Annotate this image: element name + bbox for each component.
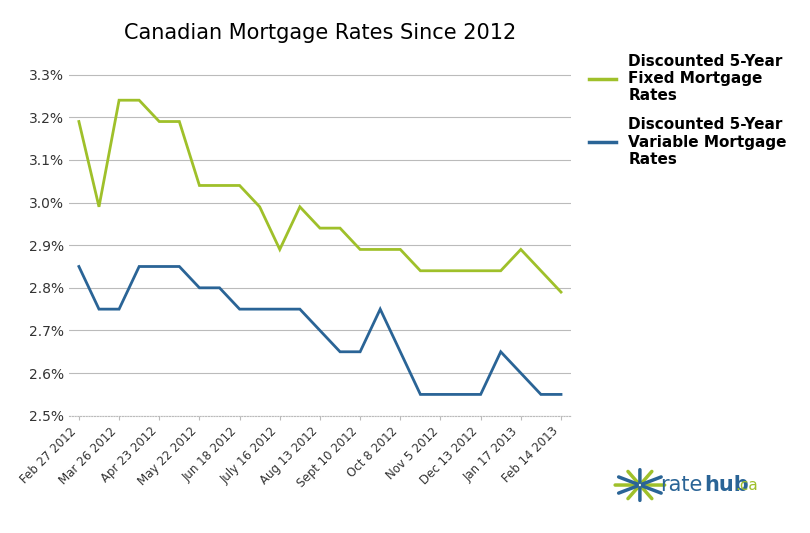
Text: rate: rate (660, 475, 702, 495)
Text: .ca: .ca (735, 478, 758, 492)
Legend: Discounted 5-Year
Fixed Mortgage
Rates, Discounted 5-Year
Variable Mortgage
Rate: Discounted 5-Year Fixed Mortgage Rates, … (589, 54, 787, 167)
Text: hub: hub (704, 475, 748, 495)
Title: Canadian Mortgage Rates Since 2012: Canadian Mortgage Rates Since 2012 (124, 23, 516, 43)
